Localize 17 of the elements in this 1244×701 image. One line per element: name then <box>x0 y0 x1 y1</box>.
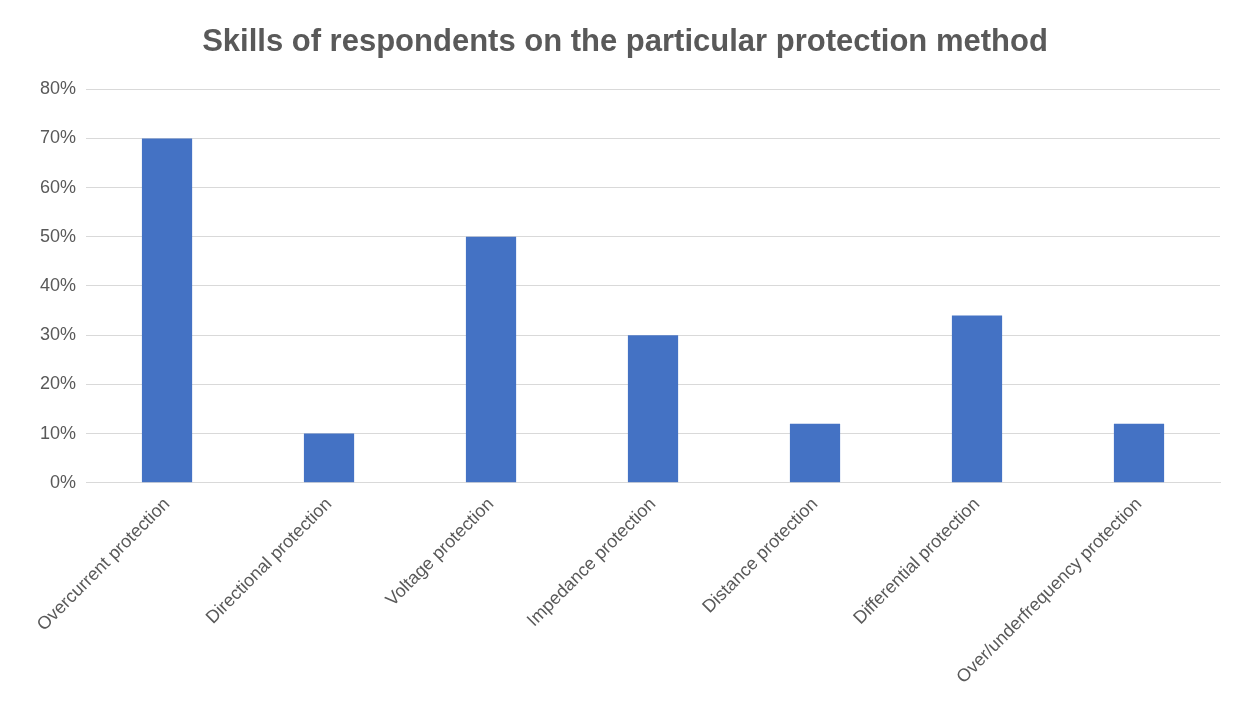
y-tick-label: 0% <box>50 471 77 492</box>
chart-title: Skills of respondents on the particular protection method <box>202 23 1048 59</box>
y-tick-label: 10% <box>40 422 77 443</box>
y-tick-label: 70% <box>40 127 77 148</box>
bar <box>141 138 193 483</box>
y-tick-label: 60% <box>40 176 77 197</box>
bar <box>303 433 355 483</box>
y-tick-label: 80% <box>40 78 77 99</box>
bar <box>1113 423 1165 483</box>
y-tick-label: 50% <box>40 225 77 246</box>
y-tick-label: 30% <box>40 324 77 345</box>
y-tick-label: 40% <box>40 274 77 295</box>
bar <box>789 423 841 483</box>
bar <box>627 335 679 483</box>
y-tick-label: 20% <box>40 373 77 394</box>
bar <box>951 315 1003 483</box>
bar <box>465 236 517 483</box>
